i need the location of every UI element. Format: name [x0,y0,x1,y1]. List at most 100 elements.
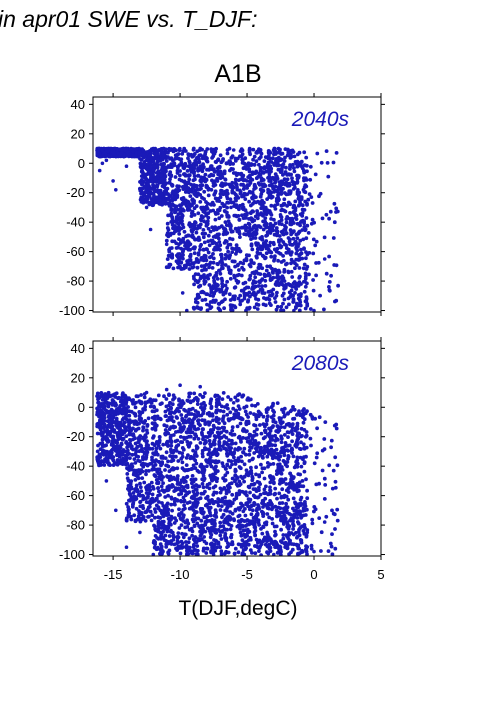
data-point [269,190,274,195]
data-point [269,476,274,480]
data-point [100,161,105,166]
data-point [278,545,283,549]
data-point [104,479,109,483]
y-tick-label: 40 [71,97,85,112]
plot-frame [92,340,382,557]
data-point [131,398,135,402]
y-tick-label: -20 [66,429,85,444]
y-tick-label: 20 [71,126,85,141]
point-cloud [95,390,340,556]
data-point [111,179,115,183]
y-tick-label: 0 [78,156,85,171]
y-tick-label: 40 [71,341,85,356]
data-point [151,146,156,151]
y-tick-label: -40 [66,215,85,230]
plot-frame [92,96,382,313]
data-point [100,442,105,446]
y-tick-label: -100 [59,547,85,562]
data-point [185,552,189,556]
data-point [322,257,327,261]
data-point [265,530,269,535]
x-axis-label: T(DJF,degC) [178,597,297,620]
data-point [322,520,327,524]
data-point [215,158,220,163]
figure-header: in apr01 SWE vs. T_DJF: [0,6,257,32]
data-point [298,538,303,542]
data-point [97,168,102,173]
data-point [138,530,142,535]
data-point [245,179,249,183]
data-point [178,383,182,388]
data-point [175,479,180,483]
data-point [282,279,287,283]
x-tick-label: -10 [171,567,190,582]
x-tick-label: 5 [377,567,384,582]
data-point [124,164,129,168]
data-point [225,286,229,291]
data-point [312,308,316,312]
data-point [191,501,196,505]
data-point [164,242,169,247]
data-point [118,405,122,410]
data-point [292,308,296,312]
data-point [180,291,185,295]
data-point [225,545,229,549]
data-point [104,158,109,163]
data-point [218,308,223,312]
data-point [288,242,292,247]
data-point [118,154,122,158]
x-tick-label: -15 [104,567,123,582]
data-point [167,264,172,269]
data-point [229,205,233,210]
data-point [144,205,149,210]
data-point [164,387,169,392]
data-point [238,249,243,254]
data-point [274,294,279,298]
data-point [171,538,176,542]
data-point [215,393,220,398]
data-point [251,226,256,230]
data-point [265,264,269,269]
data-point [151,552,156,556]
data-point [198,183,202,188]
y-tick-label: -60 [66,488,85,503]
y-tick-label: -40 [66,459,85,474]
data-point [242,296,247,301]
data-point [95,412,99,417]
scatter-panel-2080s: 40 20 0 -20 -40 -60 -80 -100 -15 -10 -5 0 5 2080s [59,337,385,582]
data-point [154,449,158,454]
data-point [198,384,202,389]
data-point [185,308,189,312]
data-point [111,420,115,424]
period-annotation: 2040s [291,108,350,131]
data-point [131,149,135,154]
data-point [312,549,316,554]
data-point [114,508,118,513]
data-point [272,152,276,157]
data-point [255,307,260,311]
data-point [278,213,283,217]
data-point [202,535,206,539]
data-point [285,535,290,539]
data-point [274,508,279,513]
point-cloud [95,146,340,312]
x-tick-label: -5 [241,567,253,582]
data-point [251,493,256,498]
y-tick-label: 0 [78,400,85,415]
data-point [138,157,142,161]
data-point [124,545,129,549]
data-point [205,464,209,469]
data-point [296,552,300,556]
data-point [238,520,243,524]
data-point [211,552,216,556]
y-tick-label: 20 [71,370,85,385]
y-tick-label: -100 [59,303,85,318]
data-point [114,188,118,192]
data-point [285,173,290,177]
data-point [171,149,176,154]
scenario-title: A1B [214,60,261,88]
data-point [218,486,223,491]
y-tick-label: -60 [66,244,85,259]
data-point [144,390,149,395]
data-point [282,493,287,498]
